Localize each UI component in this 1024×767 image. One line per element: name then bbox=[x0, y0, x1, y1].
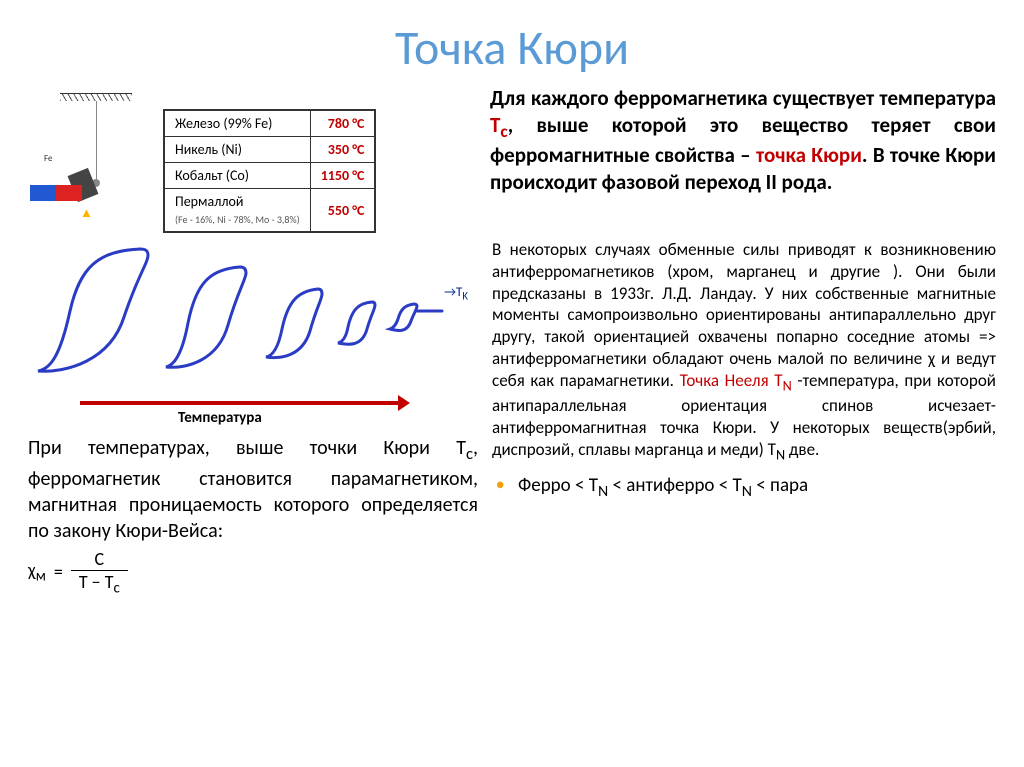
table-row: Кобальт (Co)1150 °C bbox=[164, 163, 375, 189]
top-row: Fe ▲ Железо (99% Fe)780 °C Никель (Ni)35… bbox=[0, 77, 1024, 233]
table-row: Железо (99% Fe)780 °C bbox=[164, 110, 375, 137]
hysteresis-diagram: →TK Температура bbox=[28, 239, 478, 407]
hysteresis-svg bbox=[28, 239, 468, 389]
tk-label: →TK bbox=[444, 285, 468, 303]
temperature-label: Температура bbox=[178, 409, 262, 427]
intro-text: Для каждого ферромагнетика существует те… bbox=[478, 85, 996, 233]
mid-row: →TK Температура При температурах, выше т… bbox=[0, 233, 1024, 597]
pendulum-diagram: Fe ▲ bbox=[28, 85, 163, 233]
table-row: Никель (Ni)350 °C bbox=[164, 137, 375, 163]
right-text: В некоторых случаях обменные силы привод… bbox=[478, 239, 996, 597]
temp-cell: 1150 °C bbox=[310, 163, 375, 189]
bullet-list: Ферро < TN < антиферро < TN < пара bbox=[492, 474, 996, 502]
temperature-arrow bbox=[80, 401, 400, 405]
ceiling-hatch bbox=[60, 93, 132, 101]
material-cell: Кобальт (Co) bbox=[164, 163, 310, 189]
flame-icon: ▲ bbox=[80, 205, 93, 221]
magnet bbox=[30, 185, 82, 201]
curie-weiss-formula: χм = C T − Tc bbox=[28, 548, 478, 598]
temp-cell: 350 °C bbox=[310, 137, 375, 163]
list-item: Ферро < TN < антиферро < TN < пара bbox=[492, 474, 996, 502]
material-cell: Железо (99% Fe) bbox=[164, 110, 310, 137]
top-left: Fe ▲ Железо (99% Fe)780 °C Никель (Ni)35… bbox=[28, 85, 478, 233]
curie-temp-table: Железо (99% Fe)780 °C Никель (Ni)350 °C … bbox=[163, 109, 376, 233]
fe-label: Fe bbox=[44, 153, 52, 164]
page-title: Точка Кюри bbox=[0, 0, 1024, 77]
table-row: Пермаллой(Fe - 16%, Ni - 78%, Mo - 3,8%)… bbox=[164, 189, 375, 233]
temp-cell: 780 °C bbox=[310, 110, 375, 137]
material-cell: Пермаллой(Fe - 16%, Ni - 78%, Mo - 3,8%) bbox=[164, 189, 310, 233]
material-cell: Никель (Ni) bbox=[164, 137, 310, 163]
mid-left: →TK Температура При температурах, выше т… bbox=[28, 239, 478, 597]
temp-cell: 550 °C bbox=[310, 189, 375, 233]
paramagnet-text: При температурах, выше точки Кюри Tc, фе… bbox=[28, 435, 478, 544]
pendulum-string bbox=[96, 101, 97, 179]
